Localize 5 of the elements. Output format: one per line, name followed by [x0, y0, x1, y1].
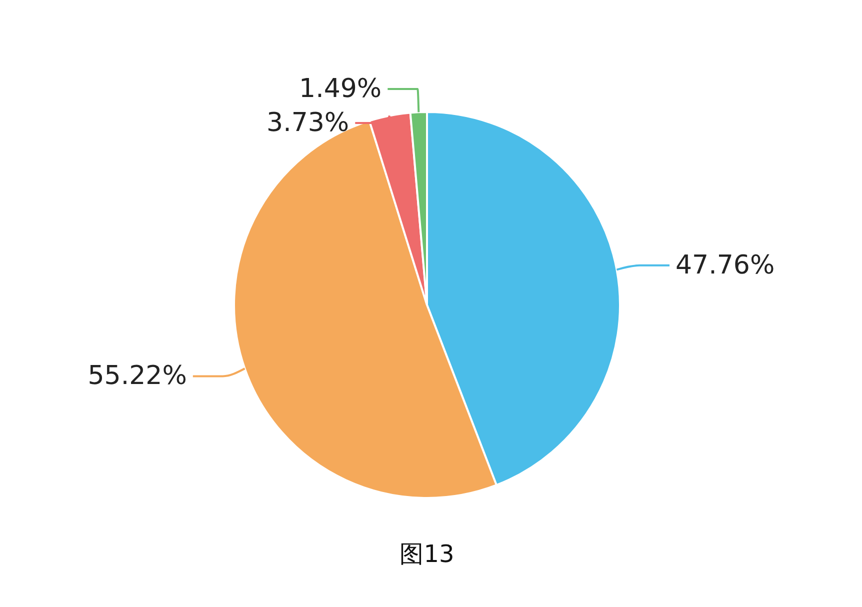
- data-label: 55.22%: [88, 361, 187, 392]
- data-label: 47.76%: [676, 250, 775, 280]
- data-label: 1.49%: [299, 74, 382, 104]
- data-label: 3.73%: [266, 108, 350, 138]
- caption: 图13: [400, 540, 454, 568]
